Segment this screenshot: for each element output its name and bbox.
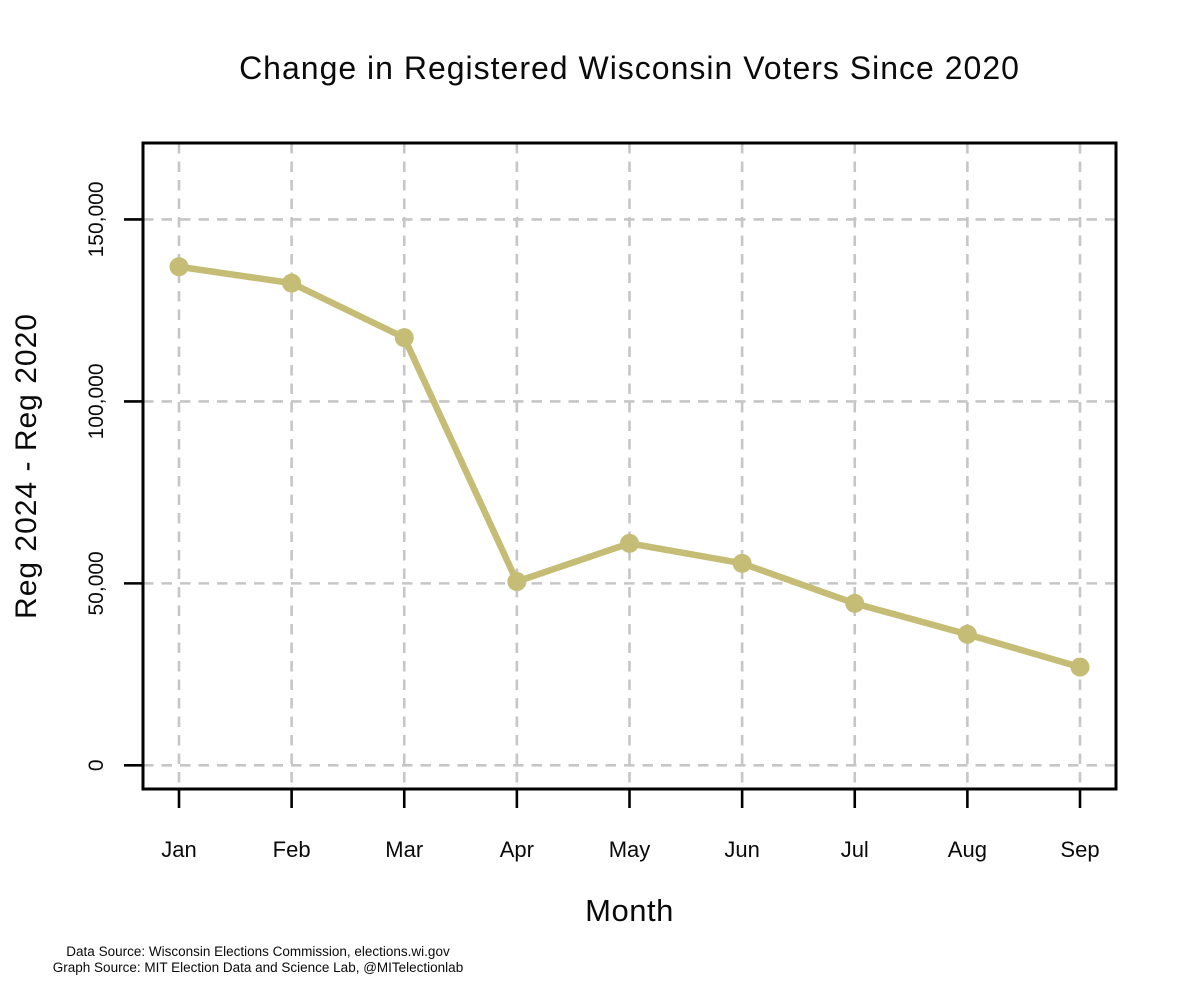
y-tick-label-100000: 100,000	[85, 363, 108, 439]
graph-source-line: Graph Source: MIT Election Data and Scie…	[52, 960, 464, 975]
x-tick-label-jul: Jul	[841, 837, 869, 862]
x-tick-label-may: May	[609, 837, 651, 862]
y-tick-label-150000: 150,000	[85, 181, 108, 257]
y-tick-label-50000: 50,000	[85, 551, 108, 615]
data-point-sep	[1070, 657, 1090, 677]
data-source-line: Data Source: Wisconsin Elections Commiss…	[66, 944, 450, 959]
chart-title: Change in Registered Wisconsin Voters Si…	[239, 50, 1020, 86]
x-axis-title: Month	[585, 893, 674, 928]
x-tick-label-jan: Jan	[161, 837, 196, 862]
x-tick-label-feb: Feb	[273, 837, 311, 862]
x-tick-label-aug: Aug	[948, 837, 987, 862]
data-point-jan	[169, 257, 189, 277]
data-point-aug	[957, 624, 977, 644]
x-tick-label-sep: Sep	[1060, 837, 1099, 862]
y-tick-label-0: 0	[85, 759, 108, 771]
data-point-jul	[845, 593, 865, 613]
data-point-may	[620, 533, 639, 553]
x-tick-label-mar: Mar	[385, 837, 423, 862]
data-point-apr	[507, 572, 527, 592]
x-tick-label-jun: Jun	[724, 837, 759, 862]
data-point-jun	[732, 553, 752, 573]
data-point-mar	[394, 328, 414, 348]
source-note: Data Source: Wisconsin Elections Commiss…	[10, 944, 506, 976]
data-point-feb	[282, 273, 302, 293]
x-tick-label-apr: Apr	[500, 837, 534, 862]
